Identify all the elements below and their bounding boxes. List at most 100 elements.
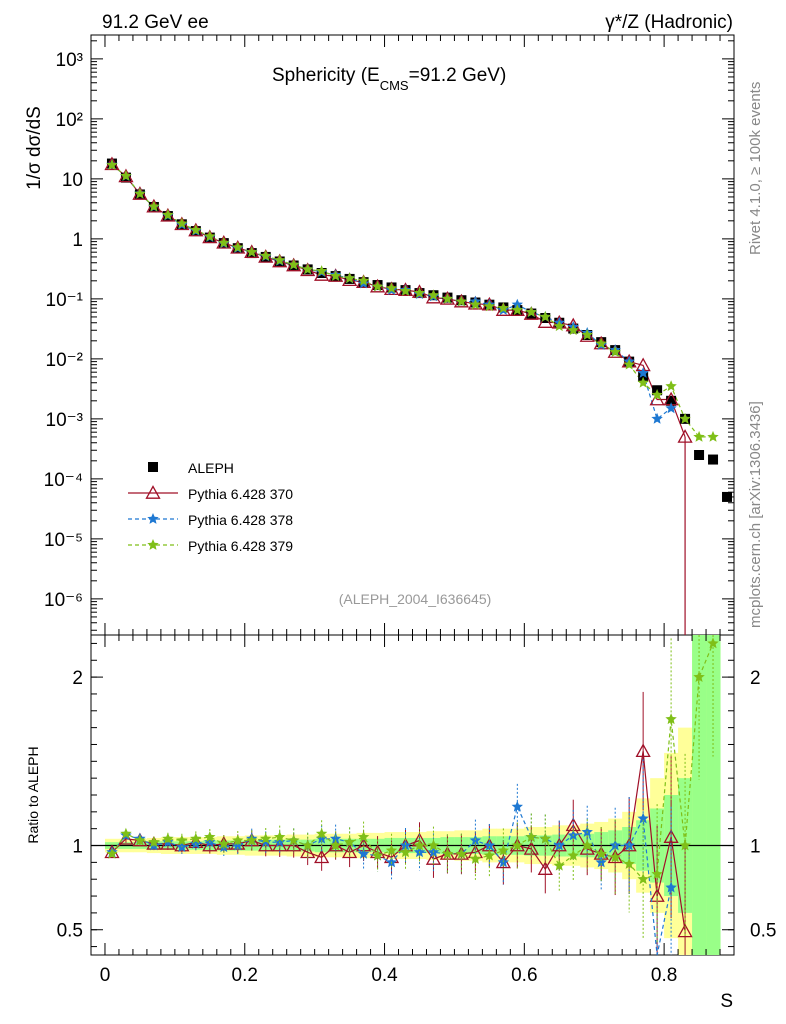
main-data-point bbox=[679, 412, 691, 424]
x-tick-label: 0 bbox=[100, 965, 111, 986]
main-y-tick-label: 1 bbox=[72, 230, 83, 251]
main-y-tick-label: 10⁻¹ bbox=[46, 290, 84, 311]
main-data-point bbox=[511, 304, 523, 315]
ratio-data-point bbox=[665, 881, 677, 893]
x-tick-label: 0.2 bbox=[232, 965, 258, 986]
main-y-tick-label: 10⁻⁶ bbox=[44, 590, 83, 611]
ratio-data-point bbox=[357, 847, 370, 859]
ratio-data-point bbox=[190, 837, 202, 849]
main-y-tick-label: 10³ bbox=[56, 50, 83, 71]
header-right: γ*/Z (Hadronic) bbox=[605, 12, 733, 33]
ratio-data-point bbox=[525, 831, 537, 842]
ratio-data-point bbox=[341, 844, 358, 859]
ratio-data-point bbox=[260, 832, 272, 844]
ratio-data-point bbox=[511, 800, 523, 812]
legend-marker bbox=[147, 539, 159, 550]
main-data-point bbox=[708, 454, 719, 465]
header-left: 91.2 GeV ee bbox=[102, 12, 209, 33]
ratio-data-point bbox=[635, 743, 651, 758]
ratio-y-tick-label-right: 1 bbox=[750, 837, 761, 858]
ratio-data-point bbox=[162, 832, 174, 844]
main-data-point bbox=[315, 265, 328, 276]
ratio-data-point bbox=[148, 836, 160, 847]
ratio-panel-frame bbox=[90, 634, 735, 956]
ratio-data-point bbox=[329, 832, 342, 844]
main-data-point bbox=[302, 263, 314, 275]
x-tick-label: 0.8 bbox=[651, 965, 677, 986]
ratio-panel-series bbox=[104, 635, 719, 956]
main-data-point bbox=[357, 274, 370, 286]
ratio-data-point bbox=[637, 873, 649, 885]
ratio-data-point bbox=[609, 851, 621, 863]
ratio-data-point bbox=[371, 849, 384, 861]
ratio-data-point bbox=[637, 812, 649, 824]
main-data-point bbox=[651, 412, 663, 424]
legend-label: Pythia 6.428 378 bbox=[188, 512, 293, 528]
ratio-data-point bbox=[553, 859, 565, 871]
main-data-point bbox=[260, 249, 272, 261]
ratio-data-point bbox=[246, 834, 258, 846]
ratio-y-tick-label-right: 0.5 bbox=[750, 921, 776, 942]
ratio-data-point bbox=[274, 836, 286, 847]
main-data-point bbox=[483, 300, 496, 312]
main-data-point bbox=[665, 402, 677, 414]
main-series-line bbox=[111, 164, 713, 438]
ratio-data-point bbox=[497, 844, 510, 856]
ratio-data-point bbox=[483, 849, 496, 861]
main-data-point bbox=[106, 159, 118, 170]
rivet-version-text: Rivet 4.1.0, ≥ 100k events bbox=[747, 82, 764, 255]
ratio-data-point bbox=[315, 827, 328, 839]
main-data-point bbox=[677, 429, 693, 443]
ratio-data-point bbox=[581, 839, 593, 851]
ratio-data-point bbox=[288, 834, 300, 846]
ratio-data-point bbox=[188, 834, 204, 849]
main-data-point bbox=[707, 430, 719, 442]
main-panel-axes: 10³ 10² 10 1 10⁻¹ 10⁻² 10⁻³ 10⁻⁴ 10⁻⁵ 10⁻⁶ bbox=[44, 35, 735, 635]
main-data-point bbox=[425, 289, 442, 304]
ratio-data-point bbox=[106, 847, 118, 859]
ratio-data-point bbox=[343, 836, 356, 847]
main-data-point bbox=[148, 200, 160, 212]
legend-label: Pythia 6.428 370 bbox=[188, 486, 293, 502]
ratio-data-point bbox=[651, 868, 663, 879]
ratio-data-point bbox=[441, 847, 454, 859]
main-series-line bbox=[111, 163, 686, 438]
ratio-data-point bbox=[202, 837, 218, 852]
main-data-point bbox=[288, 258, 300, 270]
main-data-point bbox=[274, 254, 286, 266]
main-data-point bbox=[218, 236, 230, 248]
main-data-point bbox=[595, 337, 607, 349]
main-data-point bbox=[427, 289, 440, 301]
mcplots-credit-text: mcplots.cern.ch [arXiv:1306.3436] bbox=[747, 401, 764, 628]
main-data-point bbox=[693, 430, 705, 442]
main-data-point bbox=[666, 395, 677, 406]
main-data-point bbox=[413, 287, 426, 298]
main-data-point bbox=[694, 450, 705, 460]
ratio-y-tick-label: 2 bbox=[72, 668, 83, 689]
ratio-data-point bbox=[329, 839, 342, 851]
ratio-uncertainty-bands bbox=[104, 635, 721, 955]
analysis-id-text: (ALEPH_2004_I636645) bbox=[339, 591, 492, 607]
main-data-point bbox=[623, 358, 635, 370]
ratio-data-point bbox=[595, 856, 607, 868]
ratio-data-point bbox=[204, 831, 216, 842]
main-data-point bbox=[441, 292, 454, 304]
main-data-point bbox=[343, 272, 356, 284]
ratio-y-tick-label: 1 bbox=[72, 837, 83, 858]
plot-title-suffix: =91.2 GeV) bbox=[409, 65, 507, 86]
ratio-y-axis-label: Ratio to ALEPH bbox=[25, 746, 41, 843]
main-data-point bbox=[355, 274, 372, 289]
ratio-data-point bbox=[469, 853, 482, 864]
ratio-data-point bbox=[537, 861, 553, 875]
main-data-point bbox=[120, 169, 132, 181]
ratio-data-point bbox=[679, 839, 691, 851]
ratio-data-point bbox=[134, 834, 146, 846]
main-data-point bbox=[553, 320, 565, 332]
ratio-data-point bbox=[302, 839, 314, 851]
main-data-point bbox=[190, 224, 202, 235]
ratio-data-point bbox=[357, 831, 370, 842]
ratio-data-point bbox=[120, 827, 132, 839]
legend-marker bbox=[147, 513, 159, 524]
ratio-data-point bbox=[455, 847, 468, 859]
ratio-y-tick-label: 0.5 bbox=[57, 921, 83, 942]
